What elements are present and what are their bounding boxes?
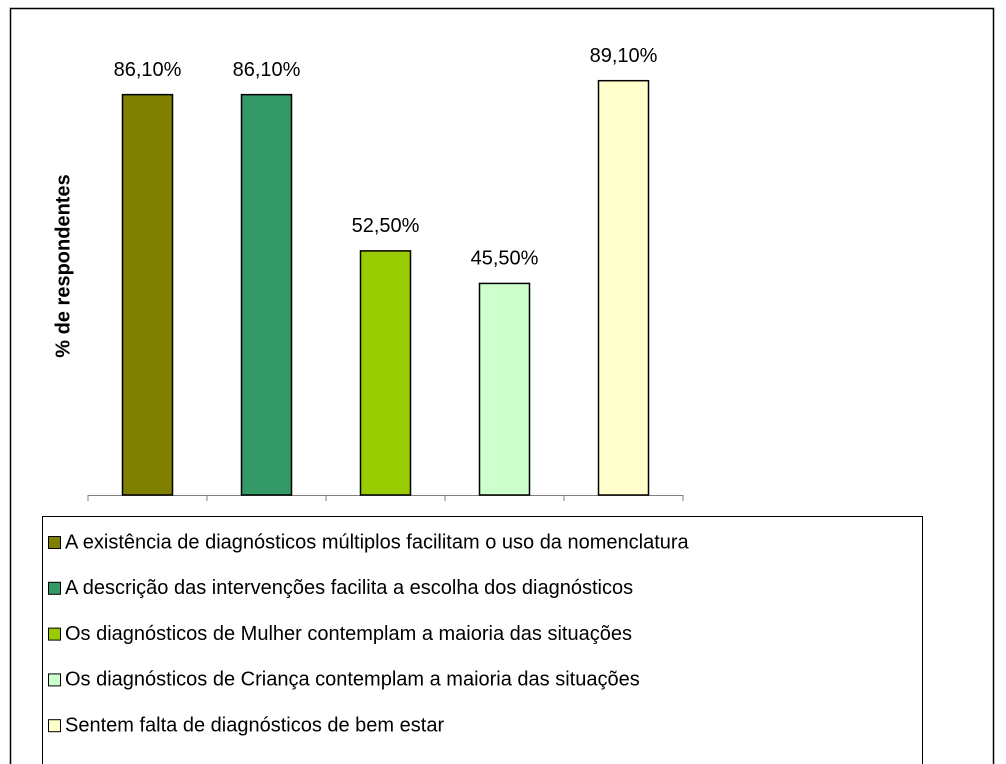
legend-label: A existência de diagnósticos múltiplos f… bbox=[65, 531, 690, 553]
legend-swatch bbox=[48, 581, 61, 595]
legend-swatch bbox=[48, 536, 61, 549]
y-axis-title: % de respondentes bbox=[52, 174, 74, 357]
value-label: 45,50% bbox=[471, 248, 539, 270]
legend-swatch bbox=[48, 719, 61, 733]
value-label: 89,10% bbox=[590, 45, 658, 67]
legend-swatch bbox=[48, 627, 61, 641]
bar bbox=[478, 282, 531, 496]
legend-label: Sentem falta de diagnósticos de bem esta… bbox=[65, 714, 444, 736]
legend-box bbox=[42, 516, 923, 764]
value-label: 86,10% bbox=[114, 59, 182, 81]
value-label: 86,10% bbox=[233, 59, 301, 81]
bar bbox=[121, 93, 174, 496]
legend-swatch bbox=[48, 673, 61, 687]
legend-label: A descrição das intervenções facilita a … bbox=[65, 577, 633, 599]
bar bbox=[240, 93, 293, 496]
bar bbox=[597, 79, 650, 496]
value-label: 52,50% bbox=[352, 215, 420, 237]
bar bbox=[359, 250, 412, 496]
legend-label: Os diagnósticos de Mulher contemplam a m… bbox=[65, 623, 632, 645]
legend-label: Os diagnósticos de Criança contemplam a … bbox=[65, 669, 640, 691]
